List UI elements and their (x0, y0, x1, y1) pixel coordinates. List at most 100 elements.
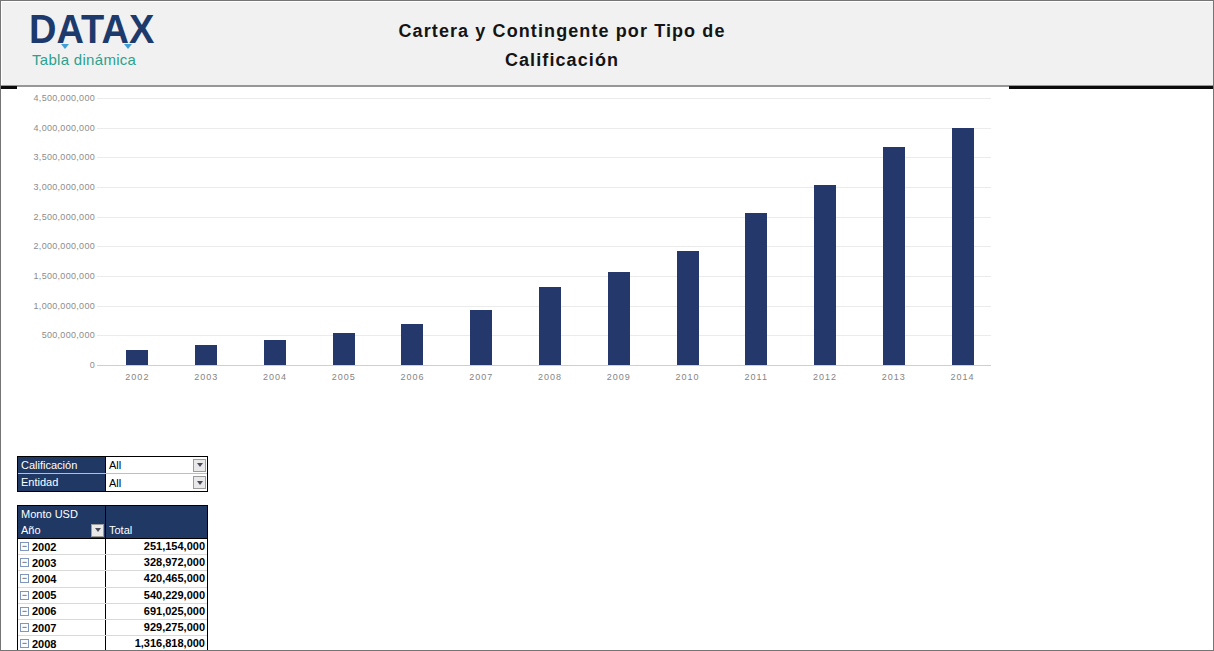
x-axis-tick-label: 2010 (653, 372, 722, 382)
pivot-year-cell: −2002 (18, 539, 106, 554)
pivot-total-value: 420,465,000 (106, 571, 207, 586)
pivot-data-row: −2007929,275,000 (18, 620, 207, 636)
filter-label: Entidad (18, 474, 106, 491)
gridline (97, 365, 991, 366)
pivot-year-label: 2006 (32, 605, 56, 617)
chart-title: Cartera y Contingente por Tipo de Califi… (312, 17, 812, 75)
logo-brand-text: DATAX (29, 6, 209, 52)
pivot-values-label: Monto USD (18, 506, 106, 522)
x-axis-tick-label: 2003 (172, 372, 241, 382)
bar-2010 (677, 251, 699, 365)
pivot-total-value: 251,154,000 (106, 539, 207, 554)
pivot-rows: −2002251,154,000−2003328,972,000−2004420… (18, 539, 207, 651)
bar-slot (516, 98, 585, 365)
collapse-icon[interactable]: − (20, 591, 29, 600)
bar-slot (447, 98, 516, 365)
y-axis-tick-label: 2,000,000,000 (15, 241, 95, 251)
x-axis-tick-label: 2009 (584, 372, 653, 382)
pivot-year-label: 2007 (32, 622, 56, 634)
filter-row: EntidadAll (18, 474, 207, 491)
collapse-icon[interactable]: − (20, 607, 29, 616)
bar-slot (653, 98, 722, 365)
collapse-icon[interactable]: − (20, 574, 29, 583)
bar-2011 (745, 213, 767, 365)
pivot-year-cell: −2006 (18, 604, 106, 619)
pivot-total-value: 691,025,000 (106, 604, 207, 619)
y-axis-tick-label: 3,000,000,000 (15, 182, 95, 192)
x-axis-tick-label: 2004 (241, 372, 310, 382)
filter-value: All (106, 457, 207, 473)
excel-window: DATAX Tabla dinámica Cartera y Contingen… (0, 0, 1214, 651)
pivot-filters: CalificaciónAllEntidadAll (17, 456, 208, 492)
pivot-table: Monto USD Año Total −2002251,154,000−200… (17, 505, 208, 651)
logo-accent-triangle-icon (61, 44, 69, 49)
filter-dropdown-button[interactable] (193, 459, 206, 472)
bar-2012 (814, 185, 836, 365)
logo-subtitle: Tabla dinámica (32, 51, 136, 68)
pivot-year-cell: −2007 (18, 620, 106, 635)
x-axis-tick-label: 2002 (103, 372, 172, 382)
pivot-total-value: 1,316,818,000 (106, 636, 207, 651)
x-axis-tick-label: 2013 (859, 372, 928, 382)
collapse-icon[interactable]: − (20, 639, 29, 648)
x-axis-tick-label: 2008 (516, 372, 585, 382)
filter-value: All (106, 474, 207, 491)
bar-slot (241, 98, 310, 365)
pivot-header-row: Monto USD (18, 506, 207, 522)
y-axis-tick-label: 0 (15, 360, 95, 370)
bar-slot (584, 98, 653, 365)
dropdown-arrow-icon (95, 528, 101, 532)
logo-accent-triangle-icon (124, 44, 132, 49)
bar-2008 (539, 287, 561, 365)
bar-chart: 0500,000,0001,000,000,0001,500,000,0002,… (9, 89, 1009, 389)
y-axis-tick-label: 500,000,000 (15, 330, 95, 340)
pivot-data-row: −2005540,229,000 (18, 588, 207, 604)
plot-area (97, 98, 991, 365)
chart-title-line1: Cartera y Contingente por Tipo de (312, 17, 812, 46)
pivot-row-field-label: Año (21, 524, 41, 536)
bar-slot (722, 98, 791, 365)
bar-2005 (333, 333, 355, 365)
x-axis-tick-label: 2007 (447, 372, 516, 382)
pivot-total-label: Total (106, 522, 207, 538)
chart-title-line2: Calificación (312, 46, 812, 75)
x-axis-labels: 2002200320042005200620072008200920102011… (103, 372, 997, 382)
pivot-year-cell: −2004 (18, 571, 106, 586)
collapse-icon[interactable]: − (20, 558, 29, 567)
row-filter-dropdown-button[interactable] (91, 524, 104, 537)
bar-series (103, 98, 997, 365)
pivot-data-row: −2004420,465,000 (18, 571, 207, 587)
filter-selected-value: All (109, 477, 121, 489)
pivot-year-label: 2005 (32, 589, 56, 601)
header-band: DATAX Tabla dinámica Cartera y Contingen… (2, 2, 1214, 86)
y-axis-tick-label: 2,500,000,000 (15, 212, 95, 222)
pivot-data-row: −2002251,154,000 (18, 539, 207, 555)
x-axis-tick-label: 2005 (309, 372, 378, 382)
bar-2014 (952, 128, 974, 365)
pivot-data-row: −2003328,972,000 (18, 555, 207, 571)
filter-label: Calificación (18, 457, 106, 473)
bar-2006 (401, 324, 423, 365)
filter-row: CalificaciónAll (18, 457, 207, 474)
bar-2009 (608, 272, 630, 365)
pivot-year-cell: −2005 (18, 588, 106, 603)
filter-dropdown-button[interactable] (193, 476, 206, 489)
x-axis-tick-label: 2012 (791, 372, 860, 382)
x-axis-tick-label: 2006 (378, 372, 447, 382)
y-axis-tick-label: 4,000,000,000 (15, 123, 95, 133)
collapse-icon[interactable]: − (20, 623, 29, 632)
y-axis-tick-label: 1,000,000,000 (15, 301, 95, 311)
bar-2004 (264, 340, 286, 365)
bar-slot (859, 98, 928, 365)
pivot-data-row: −2006691,025,000 (18, 604, 207, 620)
bar-slot (791, 98, 860, 365)
pivot-year-cell: −2008 (18, 636, 106, 651)
pivot-year-label: 2004 (32, 573, 56, 585)
sheet-border-segment (1009, 86, 1214, 89)
pivot-data-row: −20081,316,818,000 (18, 636, 207, 651)
bar-2002 (126, 350, 148, 365)
pivot-header-row: Año Total (18, 522, 207, 539)
bar-slot (309, 98, 378, 365)
collapse-icon[interactable]: − (20, 542, 29, 551)
bar-slot (172, 98, 241, 365)
